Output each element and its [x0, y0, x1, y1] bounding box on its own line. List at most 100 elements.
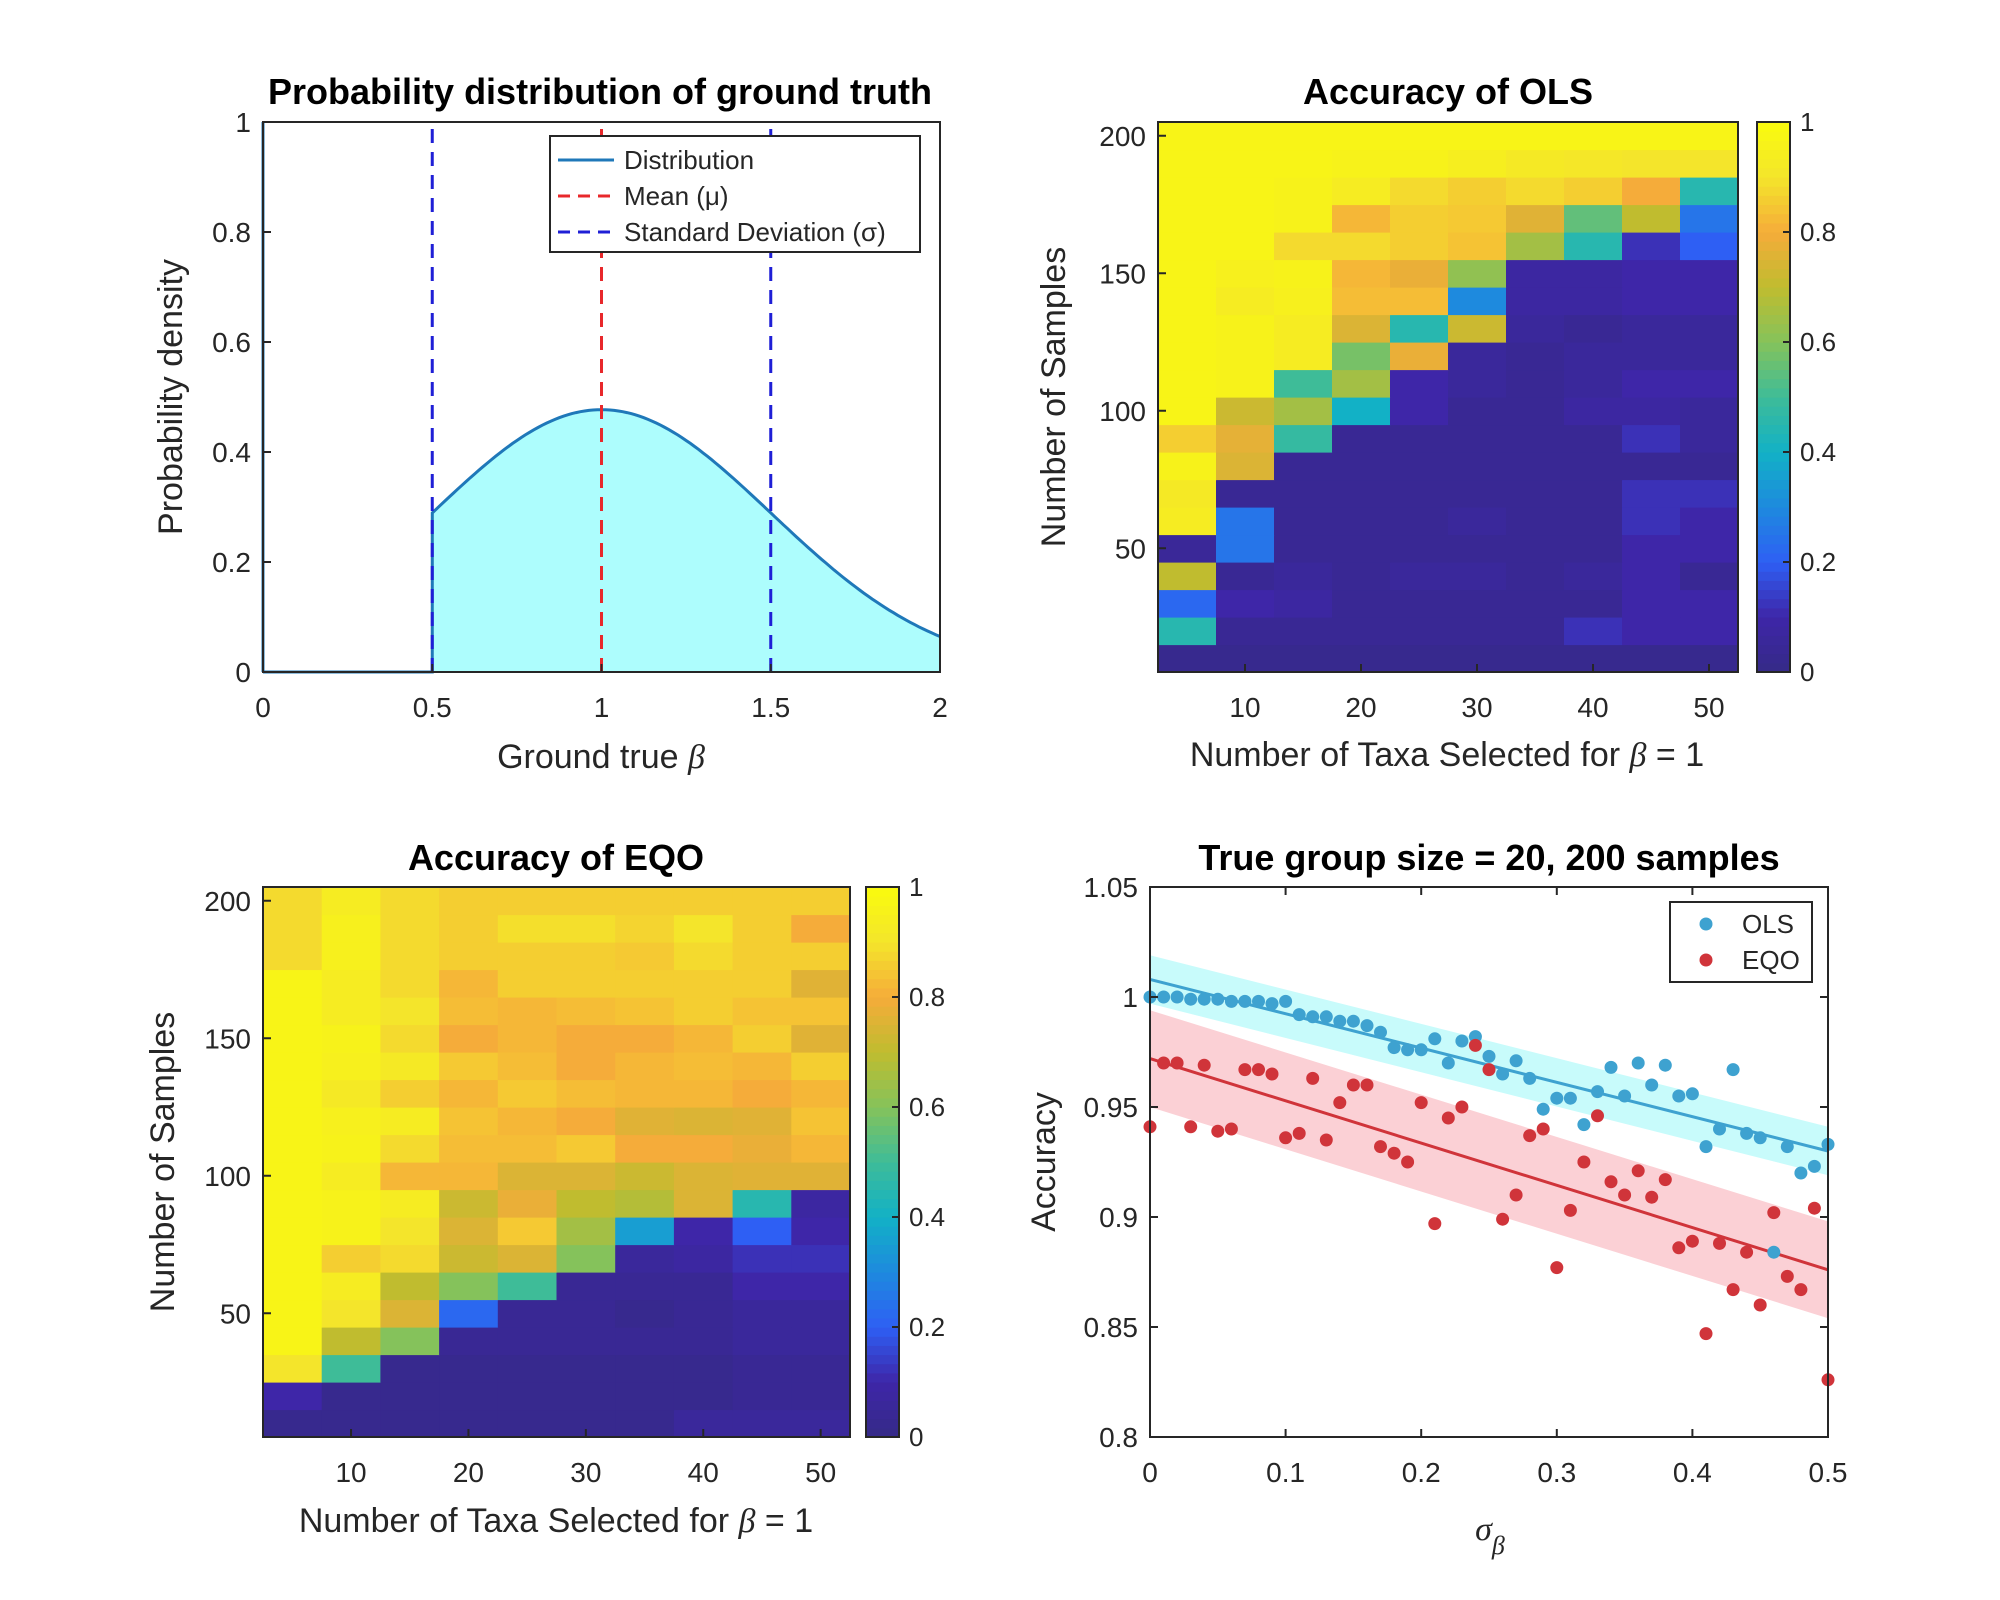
colorbar-segment	[1757, 158, 1790, 169]
heatmap-cell	[380, 1272, 440, 1301]
heatmap-cell	[1448, 617, 1507, 646]
heatmap-cell	[1506, 149, 1565, 178]
colorbar-segment	[866, 896, 899, 906]
heatmap-cell	[615, 942, 675, 971]
data-point	[1591, 1085, 1604, 1099]
data-point	[1780, 1140, 1794, 1154]
data-point	[1455, 1034, 1469, 1048]
heatmap-cell	[1622, 369, 1681, 398]
heatmap-cell	[497, 942, 558, 971]
colorbar-segment	[1757, 534, 1790, 545]
data-point	[1618, 1089, 1632, 1103]
heatmap-cell	[1564, 562, 1623, 591]
colorbar-frame	[865, 886, 900, 1438]
data-point	[1536, 1102, 1550, 1116]
heatmap-cell	[1564, 122, 1623, 151]
y-tick-label: 0.2	[212, 547, 251, 578]
heatmap-cell	[439, 969, 499, 998]
x-axis: 0 0.1 0.2 0.3 0.4 0.5	[1142, 887, 1847, 1488]
heatmap-cell	[1448, 507, 1507, 536]
heatmap-cell	[732, 1382, 792, 1411]
heatmap-cell	[1448, 342, 1507, 371]
data-point	[1496, 1212, 1510, 1226]
heatmap-cell	[1332, 314, 1391, 343]
heatmap-cell	[321, 1107, 381, 1136]
colorbar-segment	[1757, 598, 1790, 609]
colorbar-segment	[1757, 653, 1790, 664]
colorbar-segment	[1757, 287, 1790, 297]
colorbar-segment	[866, 1162, 899, 1172]
heatmap-cell	[1506, 259, 1565, 288]
heatmap-cell	[732, 942, 792, 971]
data-point	[1767, 1206, 1781, 1220]
heatmap-cell	[1506, 644, 1565, 673]
y-tick-label: 150	[1099, 258, 1146, 289]
heatmap-cell	[791, 1189, 851, 1218]
y-tick-label: 1.05	[1084, 872, 1139, 903]
heatmap-cell	[321, 1244, 381, 1273]
heatmap-cell	[615, 1382, 675, 1411]
data-point	[1211, 1124, 1225, 1138]
legend-box	[549, 135, 921, 253]
heatmap-cell	[380, 1382, 440, 1411]
x-tick-label: 0.2	[1402, 1457, 1441, 1488]
heatmap-cell	[791, 914, 851, 943]
heatmap-cell	[1216, 232, 1275, 261]
heatmap-cell	[497, 1107, 558, 1136]
data-point	[1455, 1100, 1469, 1114]
heatmap-cell	[732, 1189, 792, 1218]
y-tick-label: 150	[204, 1023, 251, 1054]
heatmap-cell	[321, 997, 381, 1026]
colorbar-segment	[866, 1070, 899, 1081]
data-point	[1780, 1269, 1794, 1283]
data-point	[1346, 1078, 1360, 1092]
heatmap-cell	[1216, 122, 1275, 151]
colorbar-segment	[1757, 470, 1790, 481]
heatmap-cell	[556, 1024, 616, 1053]
x-axis-label: Number of Taxa Selected for β = 1	[1190, 736, 1704, 774]
heatmap-cell	[1622, 424, 1681, 453]
heatmap-cell	[615, 1162, 675, 1191]
heatmap-cell	[791, 1327, 851, 1356]
heatmap-cell	[1448, 122, 1507, 151]
colorbar-segment	[1757, 662, 1790, 673]
x-axis-label: Ground true β	[497, 738, 705, 776]
heatmap-cell	[791, 1354, 851, 1383]
data-point	[1157, 1056, 1171, 1070]
heatmap-cell	[615, 997, 675, 1026]
heatmap-cell	[1274, 342, 1333, 371]
heatmap-cell	[1216, 424, 1275, 453]
heatmap-cell	[1332, 149, 1391, 178]
colorbar-segment	[1757, 525, 1790, 536]
colorbar-segment	[866, 1281, 899, 1291]
data-point	[1699, 1140, 1713, 1154]
x-tick-label: 20	[453, 1457, 484, 1488]
heatmap-cell	[1622, 562, 1681, 591]
heatmap-cell	[791, 1162, 851, 1191]
heatmap-cell	[1274, 204, 1333, 233]
colorbar-segment	[1757, 332, 1790, 343]
heatmap-cell	[556, 1272, 616, 1301]
heatmap-cell	[791, 1217, 851, 1246]
colorbar-segment	[1757, 213, 1790, 224]
data-point	[1550, 1091, 1564, 1105]
data-point	[1170, 990, 1184, 1004]
data-point	[1184, 1120, 1198, 1134]
heatmap-cell	[1680, 507, 1739, 536]
heatmap-cell	[439, 1052, 499, 1081]
heatmap-cell	[497, 1217, 558, 1246]
legend: OLS EQO	[1669, 901, 1813, 983]
panel-distribution: Probability distribution of ground truth…	[152, 71, 948, 776]
colorbar-tick-label: 0.8	[1800, 217, 1836, 247]
colorbar-segment	[866, 1171, 899, 1181]
heatmap-cell	[380, 914, 440, 943]
heatmap-cell	[615, 914, 675, 943]
heatmap-cell	[1390, 424, 1449, 453]
heatmap-cell	[1622, 122, 1681, 151]
heatmap-cell	[673, 1272, 734, 1301]
colorbar-segment	[1757, 195, 1790, 206]
colorbar-segment	[866, 978, 899, 989]
data-point	[1252, 1063, 1265, 1077]
axes-box	[1157, 121, 1739, 673]
heatmap-cell	[439, 1272, 499, 1301]
